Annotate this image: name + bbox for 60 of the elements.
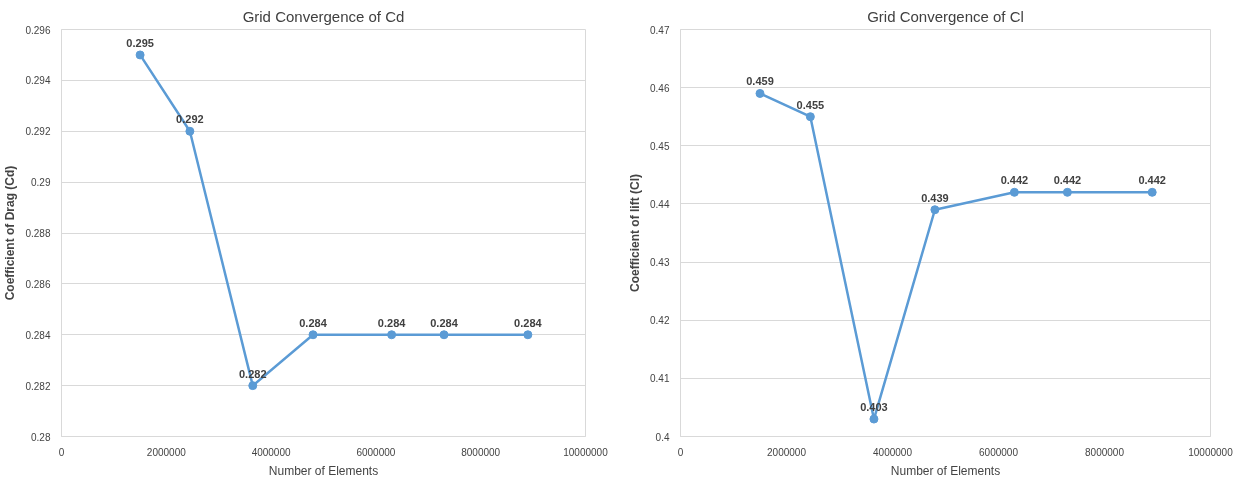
- y-tick-label: 0.288: [25, 228, 51, 239]
- x-tick-label: 2000000: [146, 446, 187, 458]
- x-axis-title: Number of Elements: [890, 463, 1001, 478]
- y-axis-title: Coefficient of Drag (Cd): [3, 165, 18, 301]
- chart-title: Grid Convergence of Cl: [867, 7, 1024, 25]
- data-label: 0.442: [1053, 174, 1082, 187]
- y-tick-label: 0.282: [25, 380, 51, 392]
- y-tick-label: 0.41: [650, 373, 670, 385]
- point: [755, 88, 765, 98]
- y-tick-label: 0.294: [25, 75, 51, 87]
- x-tick-label: 0: [58, 446, 65, 458]
- y-tick-label: 0.296: [25, 24, 51, 36]
- point: [248, 381, 258, 391]
- point: [1009, 187, 1019, 197]
- x-tick-label: 4000000: [873, 446, 913, 458]
- chart-title: Grid Convergence of Cd: [242, 7, 405, 25]
- x-tick-label: 10000000: [563, 446, 609, 458]
- y-tick-label: 0.42: [650, 315, 670, 327]
- x-tick-label: 2000000: [767, 446, 807, 458]
- x-tick-label: 6000000: [356, 446, 396, 458]
- x-tick-label: 6000000: [979, 446, 1019, 458]
- point: [805, 112, 815, 122]
- data-label: 0.284: [299, 316, 328, 329]
- y-tick-label: 0.44: [650, 198, 670, 210]
- x-tick-label: 8000000: [461, 446, 501, 458]
- point: [930, 205, 940, 215]
- y-tick-label: 0.292: [25, 126, 51, 138]
- x-tick-label: 10000000: [1188, 446, 1234, 458]
- point: [869, 414, 879, 424]
- y-tick-label: 0.4: [655, 431, 670, 443]
- x-tick-label: 4000000: [251, 446, 291, 458]
- point: [185, 126, 195, 136]
- point: [439, 330, 449, 340]
- data-label: 0.284: [430, 316, 459, 329]
- point: [1147, 187, 1157, 197]
- point: [135, 50, 145, 60]
- point: [523, 330, 533, 340]
- y-tick-label: 0.286: [25, 278, 51, 290]
- point: [308, 330, 318, 340]
- data-label: 0.442: [1138, 174, 1166, 187]
- y-tick-label: 0.29: [31, 177, 51, 189]
- data-label: 0.295: [126, 36, 154, 49]
- data-label: 0.442: [1000, 174, 1029, 187]
- point: [1062, 187, 1072, 197]
- y-tick-label: 0.28: [31, 431, 51, 443]
- x-axis-title: Number of Elements: [268, 463, 379, 478]
- y-tick-label: 0.46: [650, 82, 670, 94]
- data-label: 0.284: [377, 316, 407, 329]
- point: [387, 330, 397, 340]
- data-label: 0.455: [796, 98, 825, 111]
- x-tick-label: 0: [677, 446, 684, 458]
- data-label: 0.284: [514, 316, 543, 329]
- data-label: 0.439: [921, 191, 949, 204]
- data-label: 0.459: [746, 75, 774, 88]
- y-tick-label: 0.43: [650, 257, 670, 269]
- y-tick-label: 0.47: [650, 24, 670, 36]
- x-tick-label: 8000000: [1085, 446, 1125, 458]
- y-tick-label: 0.284: [25, 329, 51, 341]
- y-tick-label: 0.45: [650, 140, 670, 152]
- y-axis-title: Coefficient of lift (Cl): [628, 174, 643, 292]
